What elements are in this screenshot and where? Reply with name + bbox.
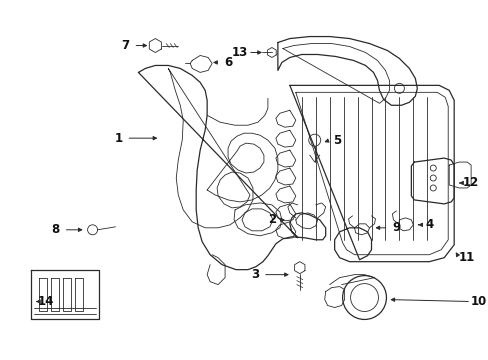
Text: 8: 8 — [52, 223, 60, 236]
Text: 7: 7 — [121, 39, 129, 52]
Text: 11: 11 — [458, 251, 474, 264]
Text: 10: 10 — [470, 295, 486, 308]
Text: 6: 6 — [224, 56, 232, 69]
Text: 3: 3 — [250, 268, 259, 281]
Text: 12: 12 — [462, 176, 478, 189]
Text: 14: 14 — [38, 295, 54, 308]
Text: 4: 4 — [424, 218, 432, 231]
Text: 2: 2 — [267, 213, 275, 226]
Text: 1: 1 — [114, 132, 122, 145]
Text: 13: 13 — [231, 46, 247, 59]
Text: 9: 9 — [391, 221, 400, 234]
Text: 5: 5 — [333, 134, 341, 147]
